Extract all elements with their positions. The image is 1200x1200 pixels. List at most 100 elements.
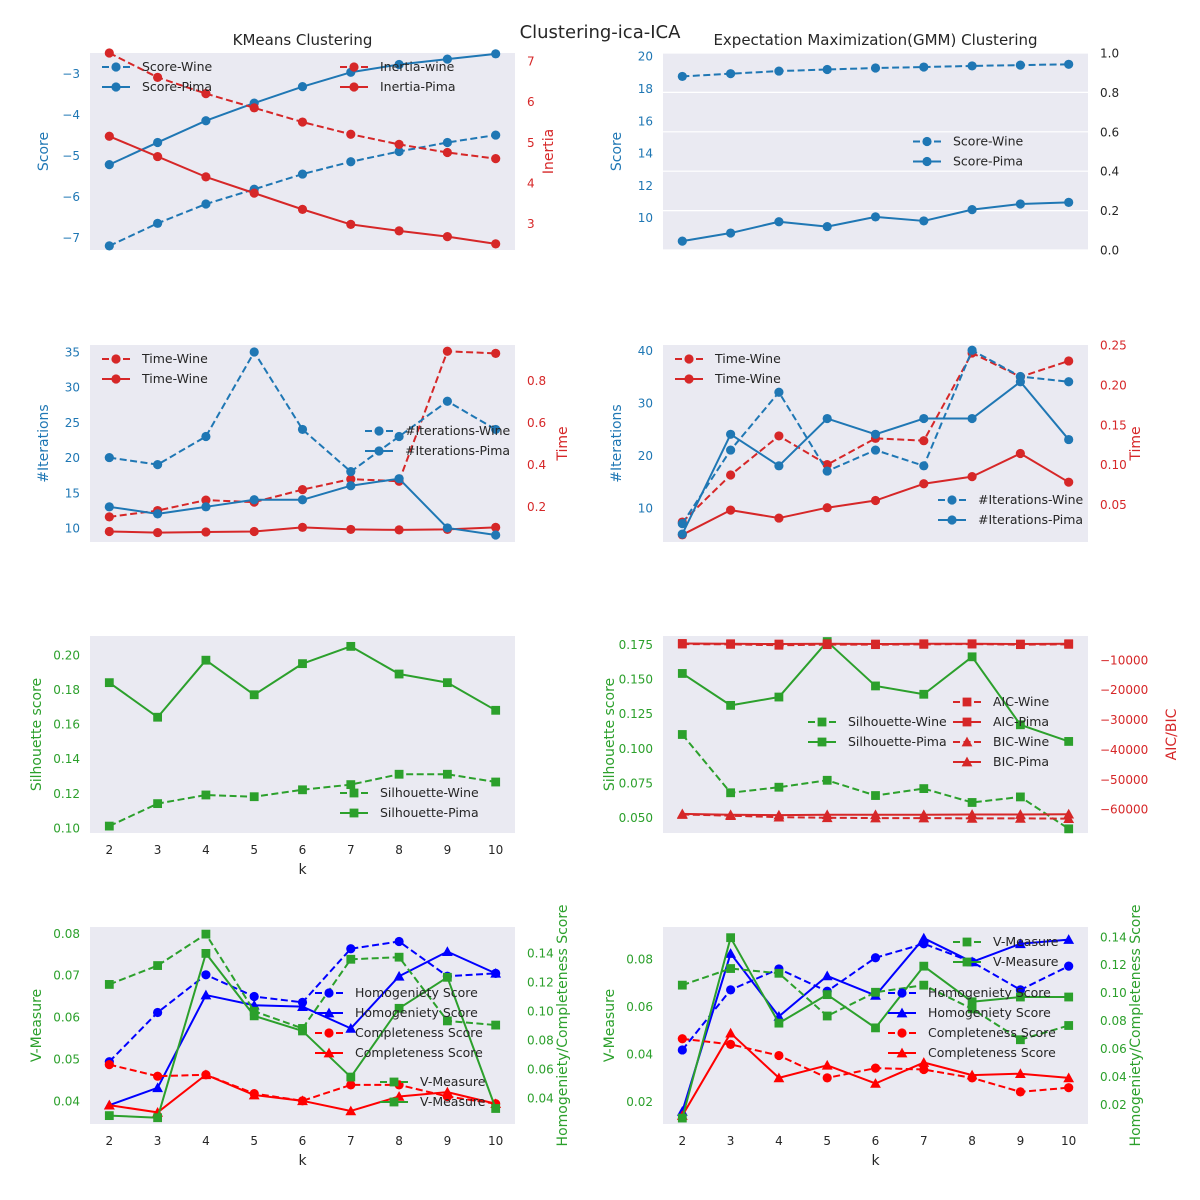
data-point-3 <box>822 639 832 649</box>
data-point-0 <box>201 790 211 800</box>
data-point-0 <box>677 730 687 739</box>
data-point-4 <box>1015 1035 1025 1045</box>
data-point-3 <box>346 481 356 491</box>
legend-label: BIC-Wine <box>993 734 1049 749</box>
legend-label: V-Measure <box>420 1074 486 1089</box>
legend-label: Score-Pima <box>142 79 212 94</box>
legend-marker <box>684 374 694 384</box>
data-point-0 <box>153 799 163 809</box>
legend-marker <box>111 354 121 364</box>
legend-marker <box>961 756 973 767</box>
x-tick-label: 5 <box>250 1134 258 1148</box>
data-point-4 <box>967 1004 977 1014</box>
data-point-1 <box>441 946 453 956</box>
legend: Time-Wine Time-Wine <box>102 351 208 386</box>
data-point-3 <box>201 502 211 512</box>
right-tick-label: 3 <box>527 217 535 231</box>
data-point-4 <box>442 1016 452 1026</box>
data-point-3 <box>677 639 687 648</box>
x-tick-label: 2 <box>678 1134 686 1148</box>
data-point-3 <box>919 639 929 649</box>
data-point-0 <box>1064 356 1074 366</box>
left-tick-label: −6 <box>62 190 80 204</box>
legend-marker <box>349 808 359 818</box>
legend: Silhouette-Wine Silhouette-Pima <box>808 714 947 749</box>
legend: Inertia-wine Inertia-Pima <box>340 59 456 94</box>
legend-label: AIC-Pima <box>993 714 1049 729</box>
data-point-0 <box>822 460 832 470</box>
data-point-3 <box>821 1059 833 1070</box>
data-point-1 <box>1015 720 1025 730</box>
right-tick-label: 5 <box>527 136 535 150</box>
data-point-2 <box>249 347 259 357</box>
left-tick-label: 20 <box>638 50 653 64</box>
legend-marker <box>111 374 121 384</box>
data-point-5 <box>1014 809 1026 819</box>
legend-marker <box>947 495 957 505</box>
legend-marker <box>111 62 121 72</box>
right-tick-label: 0.12 <box>1100 958 1127 972</box>
data-point-2 <box>967 345 977 355</box>
data-point-3 <box>1015 639 1025 649</box>
figure-title: Clustering-ica-ICA <box>520 22 682 43</box>
series-line-2 <box>109 351 497 473</box>
legend-marker <box>684 354 694 364</box>
data-point-1 <box>726 228 736 238</box>
left-tick-label: 0.08 <box>53 927 80 941</box>
data-point-3 <box>726 639 736 649</box>
data-point-1 <box>490 967 502 978</box>
right-axis-label: Time <box>555 426 571 461</box>
data-point-1 <box>491 522 501 532</box>
data-point-1 <box>1064 197 1074 207</box>
data-point-2 <box>394 431 404 442</box>
data-point-2 <box>1064 1083 1074 1093</box>
data-point-3 <box>249 495 259 505</box>
right-tick-label: 0.20 <box>1100 378 1127 392</box>
data-point-0 <box>967 61 977 71</box>
data-point-1 <box>871 681 880 691</box>
left-tick-label: 15 <box>65 486 80 500</box>
data-point-3 <box>249 188 259 198</box>
data-point-1 <box>1064 477 1074 487</box>
legend: Homogeniety Score Homogeniety Score Comple… <box>315 985 483 1060</box>
data-point-4 <box>919 980 929 990</box>
data-point-3 <box>248 1089 260 1100</box>
data-point-5 <box>918 809 930 820</box>
data-point-1 <box>200 989 212 1000</box>
legend-marker <box>817 717 827 727</box>
data-point-2 <box>677 519 687 529</box>
data-point-1 <box>870 212 881 222</box>
data-point-1 <box>104 678 114 688</box>
left-tick-label: 18 <box>638 82 653 96</box>
legend-label: Inertia-wine <box>380 59 455 74</box>
data-point-0 <box>346 157 356 167</box>
data-point-4 <box>726 964 736 973</box>
x-tick-label: 3 <box>154 1134 162 1148</box>
data-point-2 <box>442 396 452 406</box>
legend-label: Score-Pima <box>953 154 1023 169</box>
x-tick-label: 7 <box>347 1134 355 1148</box>
left-tick-label: 0.10 <box>53 821 80 835</box>
data-point-1 <box>725 948 737 958</box>
legend: Homogeniety Score Homogeniety Score Comple… <box>888 985 1056 1060</box>
left-tick-label: 0.16 <box>53 718 80 732</box>
legend-marker <box>947 515 957 525</box>
series-line-0 <box>108 773 496 827</box>
data-point-0 <box>491 130 501 140</box>
data-point-0 <box>201 495 211 505</box>
data-point-1 <box>822 221 832 232</box>
data-point-1 <box>104 160 114 170</box>
data-point-1 <box>1014 938 1026 949</box>
data-point-2 <box>919 461 929 471</box>
legend-marker <box>897 988 907 998</box>
data-point-4 <box>491 1020 501 1030</box>
left-tick-label: 35 <box>65 346 80 360</box>
right-tick-label: 0.02 <box>1100 1098 1127 1112</box>
data-point-0 <box>919 784 929 794</box>
x-tick-label: 5 <box>823 1134 831 1148</box>
data-point-5 <box>870 809 881 820</box>
left-tick-label: 0.075 <box>619 777 653 791</box>
data-point-1 <box>967 205 977 215</box>
data-point-3 <box>967 413 977 424</box>
